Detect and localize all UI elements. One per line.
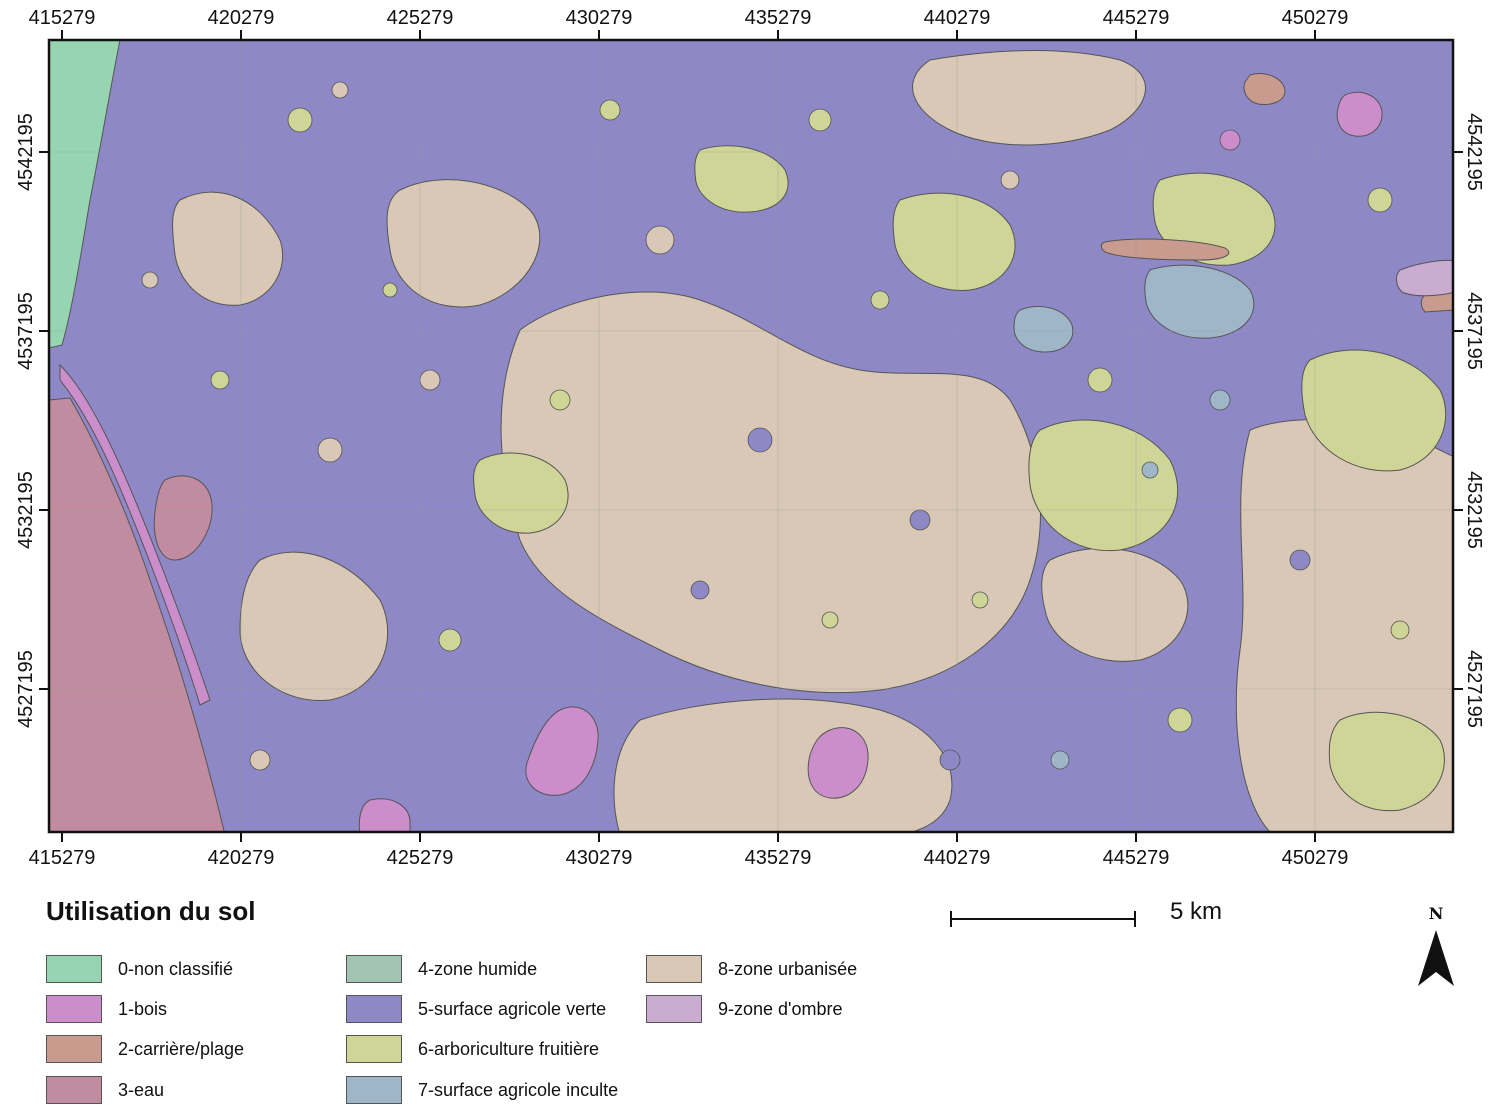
scale-bar-end-left [950,911,952,927]
x-tick-bottom: 445279 [1102,847,1170,869]
legend-label: 7-surface agricole inculte [418,1080,619,1100]
orchard-zone [473,452,569,534]
quarry-beach-zone [1243,73,1286,105]
x-tick-bottom: 440279 [923,847,991,869]
fallow-zone [1013,306,1074,353]
x-tick-bottom: 415279 [28,847,96,869]
x-tick-top: 450279 [1281,7,1349,29]
quarry-beach-zone [1100,238,1230,261]
x-tick-bottom: 420279 [207,847,275,869]
scale-bar-label: 5 km [1170,898,1223,925]
map-layers [49,40,1453,832]
legend-swatch [646,955,702,983]
x-tick-bottom: 425279 [386,847,454,869]
x-tick-top: 445279 [1102,7,1170,29]
x-tick-bottom: 430279 [565,847,633,869]
scale-bar [950,908,1136,928]
legend-label: 9-zone d'ombre [718,999,843,1019]
x-tick-top: 425279 [386,7,454,29]
legend-swatch [46,995,102,1023]
scale-bar-line [950,918,1136,920]
scale-bar-end-right [1134,911,1136,927]
legend-label: 8-zone urbanisée [718,959,858,979]
legend-title: Utilisation du sol [46,896,256,926]
wood-zone [1336,91,1383,137]
legend-swatch [46,1076,102,1104]
x-tick-top: 440279 [923,7,991,29]
legend-label: 3-eau [118,1080,165,1100]
wood-zone [807,727,869,799]
land-use-map [39,30,1463,842]
shadow-zone [1396,259,1453,297]
urban-zone [613,698,953,832]
x-tick-top: 435279 [744,7,812,29]
x-tick-top: 415279 [28,7,96,29]
legend-swatch [346,995,402,1023]
urban-zone [172,191,284,306]
legend-swatch [46,1035,102,1063]
legend-label: 0-non classifié [118,959,234,979]
x-tick-top: 420279 [207,7,275,29]
wood-zone [358,798,411,832]
legend-swatch [346,1076,402,1104]
x-tick-bottom: 450279 [1281,847,1349,869]
urban-zone [386,179,541,308]
wood-coastal-strip [59,363,211,706]
urban-zone [239,551,389,701]
x-tick-bottom: 435279 [744,847,812,869]
wood-zone [525,706,599,796]
orchard-zone [892,192,1016,291]
legend-swatch [46,955,102,983]
legend-swatch [346,1035,402,1063]
urban-zone [500,291,1041,694]
water-zone [153,475,213,561]
grid-lines [49,40,1453,832]
x-tick-top: 430279 [565,7,633,29]
water-zone [49,397,225,832]
legend-label: 5-surface agricole verte [418,999,607,1019]
fallow-zone [1144,264,1255,339]
north-arrow: N [1414,904,1458,990]
orchard-zone [1028,419,1179,552]
legend-swatch [346,955,402,983]
orchard-zone [1301,349,1447,472]
legend-swatch [646,995,702,1023]
unclassified-zone [49,40,121,349]
urban-zone [912,50,1146,146]
orchard-zone [1328,711,1445,812]
north-letter: N [1428,904,1444,923]
legend-label: 6-arboriculture fruitière [418,1039,600,1059]
map-frame [47,38,1455,834]
frame-tick-marks [39,30,1463,842]
legend-label: 1-bois [118,999,168,1019]
scattered-patches [141,81,1410,771]
north-arrow-icon [1418,930,1454,986]
urban-zone [1041,547,1189,662]
legend-label: 4-zone humide [418,959,538,979]
legend-label: 2-carrière/plage [118,1039,245,1059]
